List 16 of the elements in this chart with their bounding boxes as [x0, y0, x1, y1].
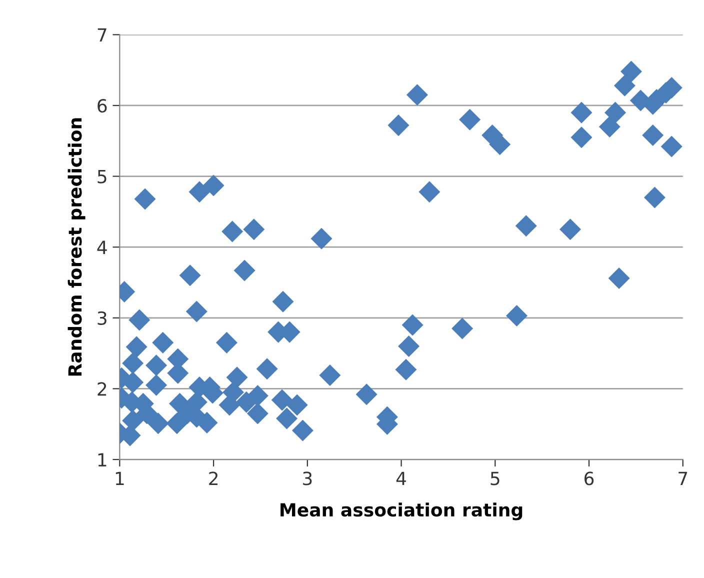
- x-tick-label: 5: [490, 472, 500, 486]
- x-tick-label: 6: [584, 472, 594, 486]
- y-tick-label: 2: [98, 382, 106, 396]
- y-axis-title: Random forest prediction: [68, 118, 86, 376]
- x-tick-label: 3: [303, 472, 312, 486]
- x-tick-label: 1: [116, 472, 124, 486]
- x-tick-label: 4: [396, 472, 406, 486]
- y-tick-label: 1: [98, 453, 106, 466]
- y-tick-label: 4: [97, 240, 107, 254]
- y-tick-label: 5: [98, 170, 106, 184]
- y-tick-label: 3: [98, 311, 106, 326]
- x-tick-label: 7: [678, 472, 688, 486]
- y-tick-label: 7: [98, 28, 106, 42]
- y-tick-label: 6: [98, 98, 107, 113]
- x-tick-label: 2: [209, 472, 218, 486]
- x-axis-title: Mean association rating: [280, 502, 522, 520]
